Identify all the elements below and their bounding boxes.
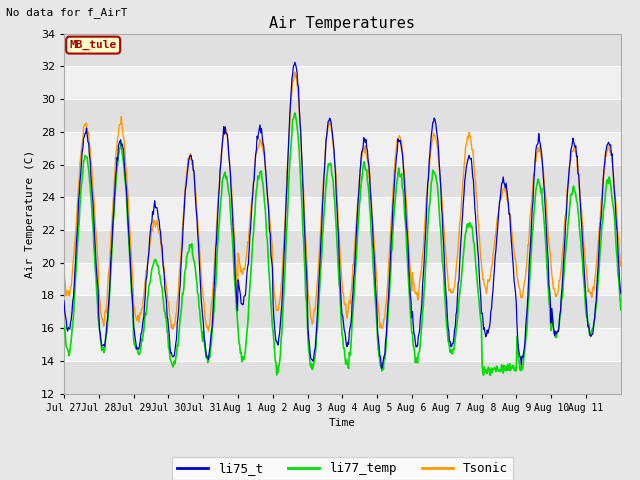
Bar: [64, 230, 621, 263]
Bar: [64, 165, 621, 197]
Bar: [64, 295, 621, 328]
Y-axis label: Air Temperature (C): Air Temperature (C): [25, 149, 35, 278]
Bar: [64, 328, 621, 361]
Text: MB_tule: MB_tule: [70, 40, 117, 50]
X-axis label: Time: Time: [329, 418, 356, 428]
Bar: [64, 361, 621, 394]
Bar: [64, 132, 621, 165]
Bar: [64, 99, 621, 132]
Text: No data for f_AirT: No data for f_AirT: [6, 7, 128, 18]
Title: Air Temperatures: Air Temperatures: [269, 16, 415, 31]
Bar: [64, 197, 621, 230]
Legend: li75_t, li77_temp, Tsonic: li75_t, li77_temp, Tsonic: [172, 457, 513, 480]
Bar: [64, 66, 621, 99]
Bar: [64, 34, 621, 66]
Bar: [64, 263, 621, 295]
